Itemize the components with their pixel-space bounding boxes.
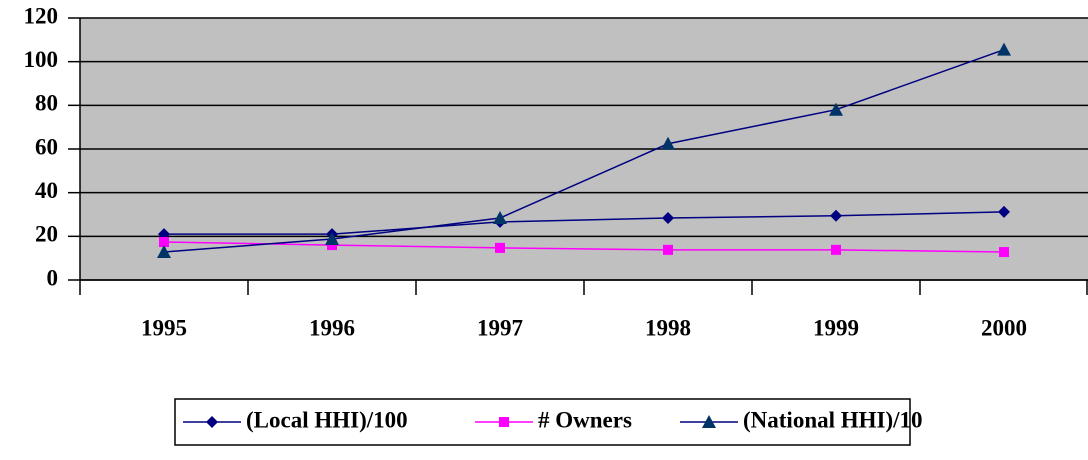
y-tick-label: 60: [35, 134, 58, 159]
y-tick-label: 120: [24, 3, 59, 28]
legend-label: # Owners: [538, 407, 632, 432]
marker: [831, 244, 841, 255]
legend-marker: [702, 415, 716, 428]
marker: [663, 244, 673, 255]
legend-box: [174, 398, 911, 446]
legend-marker: [499, 417, 509, 427]
x-tick-label: 1995: [141, 315, 187, 340]
marker: [830, 209, 842, 222]
marker: [997, 42, 1011, 56]
x-tick-label: 2000: [981, 315, 1027, 340]
y-tick-label: 0: [47, 265, 59, 290]
marker: [998, 205, 1010, 218]
series-line: [163, 241, 1005, 253]
marker: [327, 240, 337, 251]
y-tick-label: 100: [24, 47, 59, 72]
series-line: [163, 48, 1005, 253]
marker: [662, 211, 674, 224]
x-tick-label: 1997: [477, 315, 523, 340]
legend-label: (Local HHI)/100: [246, 407, 408, 432]
marker: [829, 102, 843, 116]
marker: [495, 242, 505, 253]
x-tick-label: 1999: [813, 315, 859, 340]
legend-marker: [206, 416, 218, 428]
marker: [159, 237, 169, 248]
marker: [999, 247, 1009, 258]
marker: [157, 245, 171, 259]
y-tick-label: 80: [35, 91, 58, 116]
marker: [325, 231, 339, 245]
y-tick-label: 20: [35, 222, 58, 247]
marker: [493, 210, 507, 224]
y-tick-label: 40: [35, 178, 58, 203]
legend-label: (National HHI)/10: [743, 407, 923, 432]
series-line: [164, 211, 1005, 235]
x-tick-label: 1998: [645, 315, 691, 340]
x-tick-label: 1996: [309, 315, 355, 340]
marker: [661, 136, 675, 150]
